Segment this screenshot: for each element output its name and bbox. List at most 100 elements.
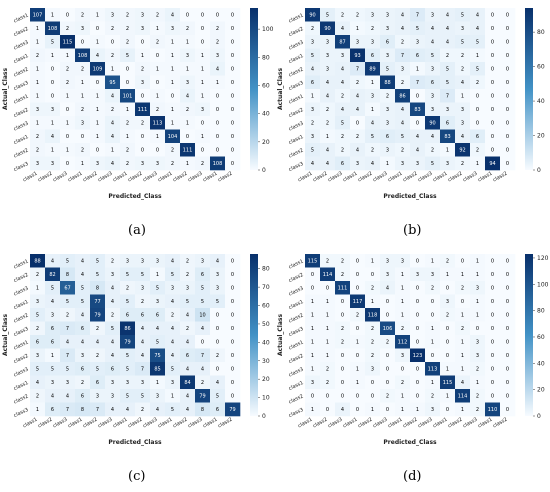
heatmap-cell bbox=[45, 35, 61, 49]
heatmap-cell bbox=[90, 35, 106, 49]
cell-value-label: 2 bbox=[341, 326, 344, 332]
cell-value-label: 4 bbox=[326, 94, 329, 100]
cell-value-label: 0 bbox=[231, 259, 234, 265]
heatmap-cell bbox=[120, 8, 136, 22]
cell-value-label: 2 bbox=[171, 148, 174, 154]
heatmap-cell bbox=[225, 348, 241, 363]
cell-value-label: 1 bbox=[446, 148, 449, 154]
cell-value-label: 3 bbox=[431, 13, 434, 19]
cell-value-label: 0 bbox=[371, 272, 374, 278]
cell-value-label: 3 bbox=[156, 299, 159, 305]
cell-value-label: 0 bbox=[446, 326, 449, 332]
heatmap-cell bbox=[500, 389, 516, 403]
heatmap-cell bbox=[105, 156, 121, 171]
cell-value-label: 114 bbox=[323, 272, 333, 278]
heatmap-cell bbox=[305, 143, 321, 157]
cell-value-label: 79 bbox=[229, 407, 235, 413]
cell-value-label: 1 bbox=[96, 134, 99, 140]
cell-value-label: 2 bbox=[431, 148, 434, 154]
colorbar-d bbox=[525, 254, 533, 416]
heatmap-cell bbox=[225, 62, 241, 76]
heatmap-cell bbox=[395, 321, 411, 336]
heatmap-cell bbox=[210, 89, 226, 103]
cell-value-label: 0 bbox=[341, 367, 344, 373]
heatmap-cell bbox=[225, 294, 241, 309]
cell-value-label: 4 bbox=[171, 13, 174, 19]
heatmap-cell bbox=[455, 8, 471, 22]
heatmap-cell bbox=[30, 362, 46, 376]
cell-value-label: 3 bbox=[186, 80, 189, 86]
cell-value-label: 0 bbox=[231, 121, 234, 127]
cell-value-label: 0 bbox=[356, 326, 359, 332]
cell-value-label: 2 bbox=[476, 367, 479, 373]
heatmap-cell bbox=[135, 75, 151, 90]
cell-value-label: 3 bbox=[431, 407, 434, 413]
heatmap-cell bbox=[225, 335, 241, 349]
heatmap-cell bbox=[135, 389, 151, 403]
heatmap-cell bbox=[225, 48, 241, 63]
heatmap-cell bbox=[470, 402, 486, 417]
heatmap-cell bbox=[425, 116, 441, 130]
row-tick-label: class3 bbox=[13, 326, 30, 338]
column-tick-label: class1 bbox=[67, 417, 84, 430]
confusion-matrix-c: 88 4 5 4 5 2 3 3 3 4 2 3 4 0 2 82 8 4 5 3 5 5 1 5 2 6 3 0 1 5 67 5 8 4 2 3 5… bbox=[0, 246, 275, 492]
cell-value-label: 3 bbox=[141, 161, 144, 167]
cell-value-label: 0 bbox=[66, 134, 69, 140]
cell-value-label: 1 bbox=[476, 299, 479, 305]
heatmap-cell bbox=[225, 321, 241, 336]
heatmap-cell bbox=[195, 75, 211, 90]
cell-value-label: 1 bbox=[326, 353, 329, 359]
heatmap-cell bbox=[380, 348, 396, 363]
heatmap-cell bbox=[335, 89, 351, 103]
cell-value-label: 2 bbox=[371, 326, 374, 332]
cell-value-label: 5 bbox=[446, 80, 449, 86]
heatmap-cell bbox=[165, 156, 181, 171]
heatmap-cell bbox=[225, 143, 241, 157]
cell-value-label: 1 bbox=[171, 80, 174, 86]
cell-value-label: 1 bbox=[66, 121, 69, 127]
column-tick-label: class1 bbox=[22, 171, 39, 184]
cell-value-label: 0 bbox=[141, 134, 144, 140]
heatmap-cell bbox=[425, 102, 441, 117]
cell-value-label: 6 bbox=[36, 340, 39, 346]
heatmap-cell bbox=[165, 143, 181, 157]
heatmap-cell bbox=[410, 116, 426, 130]
cell-value-label: 0 bbox=[386, 407, 389, 413]
heatmap-cell bbox=[150, 48, 166, 63]
cell-value-label: 0 bbox=[201, 13, 204, 19]
heatmap-cell bbox=[470, 362, 486, 376]
heatmap-cell bbox=[350, 129, 366, 144]
colorbar-tick-label: 20 bbox=[262, 376, 270, 383]
heatmap-cell bbox=[335, 62, 351, 76]
cell-value-label: 1 bbox=[311, 313, 314, 319]
cell-value-label: 0 bbox=[231, 67, 234, 73]
heatmap-cell bbox=[195, 35, 211, 49]
confusion-matrix-d: 115 2 2 0 1 3 3 0 1 2 0 1 0 0 0 114 2 0 0 3 1 3 3 1 1 1 0 0 0 0 111 0 2 4… bbox=[275, 246, 550, 492]
cell-value-label: 4 bbox=[81, 272, 84, 278]
cell-value-label: 0 bbox=[231, 107, 234, 113]
cell-value-label: 4 bbox=[341, 80, 344, 86]
cell-value-label: 0 bbox=[491, 353, 494, 359]
cell-value-label: 2 bbox=[216, 40, 219, 46]
heatmap-cell bbox=[150, 362, 166, 376]
heatmap-cell bbox=[60, 308, 76, 322]
cell-value-label: 3 bbox=[156, 259, 159, 265]
heatmap-cell bbox=[425, 321, 441, 336]
cell-value-label: 5 bbox=[171, 272, 174, 278]
row-tick-label: class2 bbox=[13, 393, 30, 405]
heatmap-cell bbox=[150, 143, 166, 157]
cell-value-label: 5 bbox=[126, 299, 129, 305]
cell-value-label: 3 bbox=[431, 94, 434, 100]
heatmap-cell bbox=[335, 35, 351, 49]
heatmap-cell bbox=[425, 21, 441, 36]
cell-value-label: 3 bbox=[111, 272, 114, 278]
heatmap-cell bbox=[440, 321, 456, 336]
colorbar-a bbox=[250, 8, 258, 170]
heatmap-cell bbox=[350, 308, 366, 322]
heatmap-cell bbox=[120, 335, 136, 349]
cell-value-label: 0 bbox=[231, 313, 234, 319]
heatmap-cell bbox=[485, 21, 501, 36]
heatmap-cell bbox=[45, 156, 61, 171]
heatmap-cell bbox=[500, 156, 516, 171]
cell-value-label: 4 bbox=[81, 259, 84, 265]
